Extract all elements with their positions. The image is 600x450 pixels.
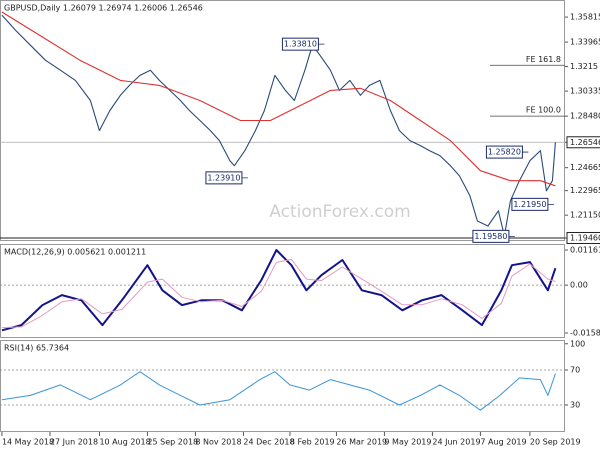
series-line [1, 371, 556, 411]
x-tick-label: 10 Aug 2018 [99, 438, 150, 447]
y-tick-box [566, 231, 600, 244]
y-tick-label: 0.011612 [570, 245, 600, 254]
x-tick-label: 14 May 2018 [2, 438, 54, 447]
annotation-label: 1.21950 [513, 200, 546, 209]
y-tick-label: 1.24665 [570, 163, 600, 172]
level-label: FE 100.0 [526, 106, 561, 115]
y-tick-label: 1.28480 [570, 112, 600, 121]
annotation-box [511, 197, 549, 211]
annotation-label: 1.19580 [474, 232, 507, 241]
y-tick-label: 1.21150 [570, 211, 600, 220]
y-tick-label: 70 [570, 365, 580, 374]
series-line [1, 11, 556, 187]
panel-title: MACD(12,26,9) 0.005621 0.001211 [4, 248, 146, 257]
annotation-box [205, 171, 243, 185]
series-line [1, 14, 556, 237]
annotation-label: 1.25820 [488, 148, 521, 157]
panel-frame [0, 244, 565, 338]
x-tick-label: 9 May 2019 [384, 438, 431, 447]
annotation-label: 1.33810 [284, 40, 317, 49]
annotation-label: 1.23910 [207, 173, 240, 182]
x-tick-label: 8 Feb 2019 [290, 438, 335, 447]
panel-frame [0, 340, 565, 432]
y-tick-label: -0.015803 [570, 329, 600, 338]
watermark: ActionForex.com [269, 202, 410, 222]
y-tick-label: 1.35815 [570, 13, 600, 22]
y-tick-label: 30 [570, 400, 580, 409]
y-tick-label: 1.30335 [570, 87, 600, 96]
annotation-box [472, 229, 510, 243]
y-tick-label: 1.3215 [570, 62, 598, 71]
x-tick-label: 20 Sep 2019 [530, 438, 581, 447]
y-tick-label: 0.00 [570, 281, 588, 290]
x-tick-label: 24 Jun 2019 [432, 438, 480, 447]
y-tick-label: 1.22965 [570, 186, 600, 195]
y-tick-label: 100 [570, 339, 585, 348]
panel-title: GBPUSD,Daily 1.26079 1.26974 1.26006 1.2… [4, 4, 203, 13]
x-tick-label: 7 Aug 2019 [480, 438, 526, 447]
series-line [1, 258, 556, 329]
x-tick-label: 24 Dec 2018 [243, 438, 294, 447]
x-tick-label: 26 Mar 2019 [336, 438, 387, 447]
y-tick-label: 1.26546 [570, 138, 600, 147]
x-tick-label: 8 Nov 2018 [195, 438, 241, 447]
annotation-box [485, 145, 523, 159]
x-tick-label: 27 Jun 2018 [50, 438, 98, 447]
panel-frame [0, 0, 565, 241]
y-tick-label: 1.19460 [570, 233, 600, 242]
series-line [1, 249, 557, 332]
level-label: FE 161.8 [526, 55, 561, 64]
y-tick-label: 1.33965 [570, 38, 600, 47]
panel-title: RSI(14) 65.7364 [4, 344, 69, 353]
annotation-box [281, 37, 319, 51]
y-tick-box [566, 136, 600, 149]
x-tick-label: 25 Sep 2018 [147, 438, 198, 447]
